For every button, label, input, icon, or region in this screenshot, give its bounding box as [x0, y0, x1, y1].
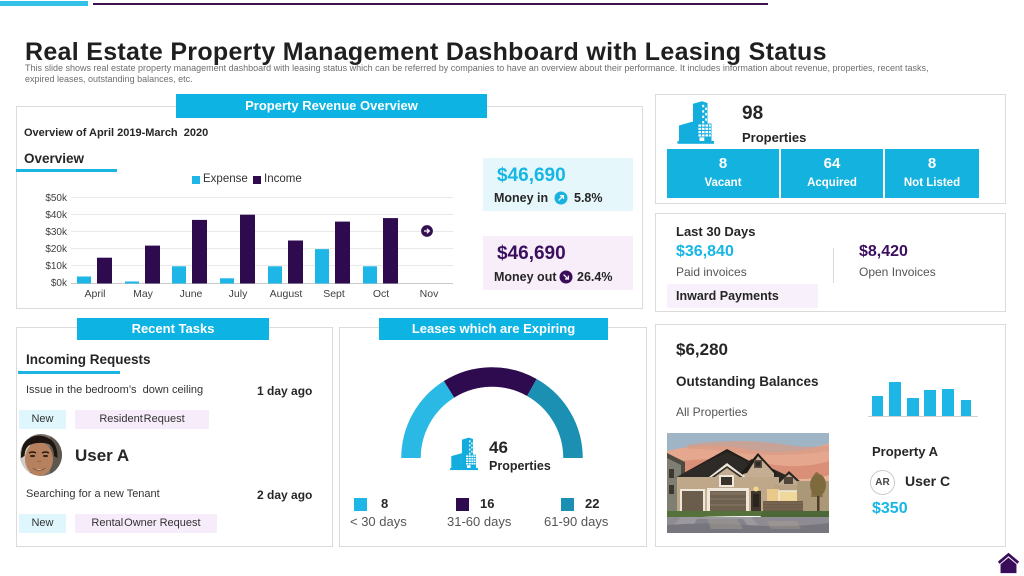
- svg-text:$30k: $30k: [45, 227, 68, 238]
- svg-text:April: April: [84, 288, 105, 300]
- svg-text:Oct: Oct: [373, 288, 389, 300]
- svg-text:July: July: [229, 288, 248, 300]
- svg-text:Nov: Nov: [420, 288, 439, 300]
- svg-text:$50k: $50k: [45, 193, 68, 204]
- svg-text:May: May: [133, 288, 154, 300]
- svg-text:June: June: [180, 288, 203, 300]
- svg-text:$0k: $0k: [51, 278, 68, 289]
- svg-text:$40k: $40k: [45, 210, 68, 221]
- svg-text:Sept: Sept: [323, 288, 345, 300]
- svg-text:$20k: $20k: [45, 244, 68, 255]
- svg-text:$10k: $10k: [45, 261, 68, 272]
- svg-text:August: August: [270, 288, 303, 300]
